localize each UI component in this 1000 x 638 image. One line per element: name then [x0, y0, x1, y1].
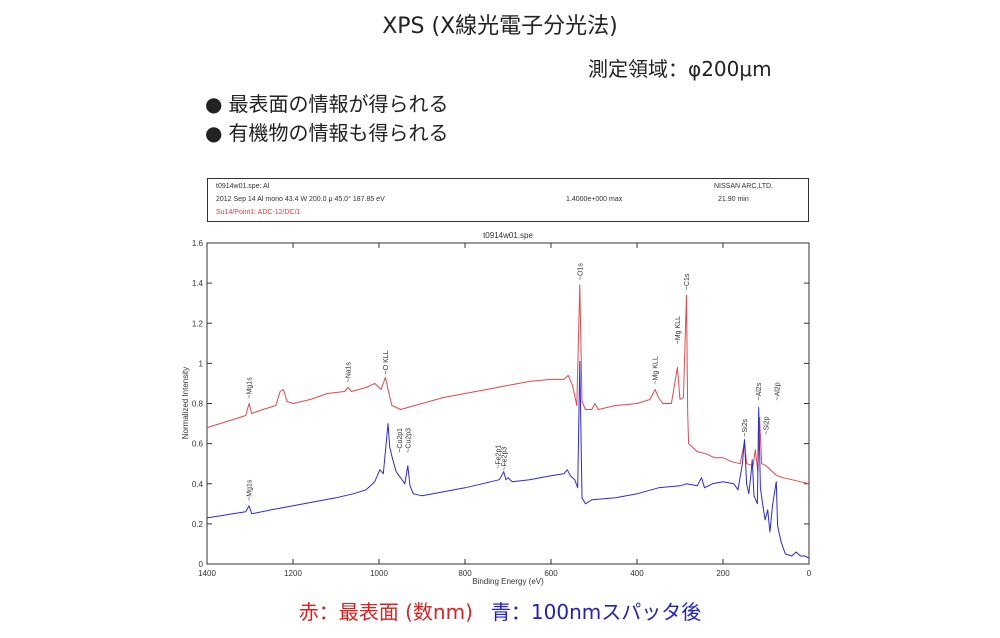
bullet-icon: ● — [205, 92, 223, 116]
peak-label: ~Mg KLL — [653, 356, 660, 384]
peak-label: ~Fe2p1 — [496, 445, 503, 469]
peak-label: ~Al2p — [774, 382, 781, 400]
peak-label: ~C1s — [684, 273, 691, 290]
y-tick-label: 1.4 — [192, 279, 204, 288]
chart-title: t0914w01.spe — [483, 231, 533, 240]
x-tick-label: 0 — [807, 569, 812, 578]
feature-text: 最表面の情報が得られる — [228, 92, 449, 116]
info-sample: Su14/Point1: ADC-12/DC/1 — [216, 209, 301, 216]
series-line-blue — [206, 360, 810, 559]
y-tick-label: 0.4 — [192, 480, 204, 489]
peak-label: ~O KLL — [383, 350, 390, 374]
info-file: t0914w01.spe: Al — [216, 183, 270, 190]
peak-label: ~Mg1s — [247, 479, 254, 501]
feature-list: ● 最表面の情報が得られる ● 有機物の情報も得られる — [205, 90, 448, 148]
x-tick-label: 1200 — [284, 569, 302, 578]
y-axis: 0 0.2 0.4 0.6 0.8 1 1.2 1.4 1.6 — [192, 239, 809, 569]
x-tick-label: 400 — [630, 569, 644, 578]
y-tick-label: 0.2 — [192, 520, 204, 529]
legend-blue-sputtered: 青：100nmスパッタ後 — [490, 600, 702, 624]
info-params: 2012 Sep 14 Al mono 43.4 W 200.0 μ 45.0°… — [216, 196, 385, 203]
info-company: NISSAN ARC,LTD. — [714, 183, 773, 190]
series-layer — [206, 284, 810, 559]
peak-label: ~Al2s — [756, 382, 763, 400]
legend-caption: 赤：最表面 (数nm) 青：100nmスパッタ後 — [0, 596, 1000, 625]
page-title: XPS (X線光電子分光法) — [382, 14, 618, 39]
legend-red-surface: 赤：最表面 (数nm) — [298, 600, 473, 624]
y-tick-label: 1.6 — [192, 239, 204, 248]
feature-text: 有機物の情報も得られる — [228, 121, 449, 145]
x-tick-label: 1400 — [198, 569, 216, 578]
x-tick-label: 800 — [458, 569, 472, 578]
x-tick-label: 200 — [716, 569, 730, 578]
peak-label: ~Cu2p3 — [406, 428, 413, 453]
x-axis-label: Binding Energy (eV) — [472, 577, 544, 586]
x-tick-label: 1000 — [370, 569, 388, 578]
peak-label: ~Si2p — [764, 416, 771, 434]
x-tick-label: 600 — [544, 569, 558, 578]
x-axis: 1400 1200 1000 800 600 400 200 0 — [198, 243, 812, 578]
measurement-area-label: 測定領域：φ200μm — [588, 57, 772, 81]
feature-item: ● 最表面の情報が得られる — [205, 90, 448, 119]
spectrum-info-box: t0914w01.spe: Al 2012 Sep 14 Al mono 43.… — [207, 178, 809, 222]
peak-label: ~Mg1s — [247, 377, 254, 399]
peak-label: ~Fe2p3 — [502, 447, 509, 471]
y-tick-label: 0.8 — [192, 400, 204, 409]
peak-annotations: ~Mg1s ~Na1s ~O KLL ~O1s ~Mg KLL ~Mg KLL ~C1s ~A… — [247, 263, 782, 501]
y-tick-label: 1 — [199, 359, 204, 368]
feature-item: ● 有機物の情報も得られる — [205, 119, 448, 148]
peak-label: ~Si2s — [742, 418, 749, 436]
info-time: 21.90 min — [718, 196, 749, 203]
y-axis-label: Normalized Intensity — [181, 367, 190, 439]
series-line-red — [206, 284, 810, 485]
plot-frame — [206, 242, 810, 565]
bullet-icon: ● — [205, 121, 223, 145]
peak-label: ~Na1s — [346, 361, 353, 382]
y-tick-label: 0.6 — [192, 440, 204, 449]
info-max: 1.4000e+000 max — [566, 196, 623, 203]
peak-label: ~O1s — [577, 263, 584, 280]
y-tick-label: 0 — [199, 560, 204, 569]
peak-label: ~Cu2p1 — [397, 428, 404, 453]
peak-label: ~Mg KLL — [675, 316, 682, 344]
y-tick-label: 1.2 — [192, 319, 204, 328]
